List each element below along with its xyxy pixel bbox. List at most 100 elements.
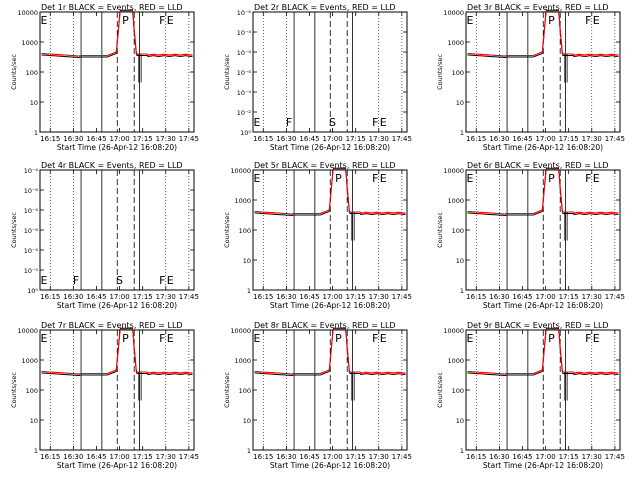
state-marker: F — [159, 14, 165, 27]
x-tick-label: 17:45 — [392, 135, 412, 143]
panel-title: Det 7r BLACK = Events, RED = LLD — [41, 321, 183, 330]
y-tick-label: 1000 — [447, 39, 464, 47]
y-tick-label: 1000 — [234, 197, 251, 205]
y-tick-label: 10000 — [230, 327, 251, 335]
y-tick-label: 10 — [456, 417, 464, 425]
y-tick-label: 1000 — [447, 197, 464, 205]
state-marker: E — [40, 332, 47, 345]
state-marker: F — [159, 332, 165, 345]
x-tick-label: 16:45 — [512, 135, 532, 143]
y-tick-label: 10 — [243, 417, 251, 425]
panel-title: Det 3r BLACK = Events, RED = LLD — [467, 3, 609, 12]
x-tick-label: 17:45 — [605, 453, 625, 461]
state-marker: F — [585, 332, 591, 345]
x-tick-label: 17:45 — [179, 453, 199, 461]
y-tick-label: 10000 — [17, 327, 38, 335]
x-tick-label: 16:30 — [63, 135, 83, 143]
y-tick-label: 10⁰ — [240, 129, 251, 137]
x-tick-label: 16:15 — [40, 135, 60, 143]
state-marker: S — [329, 116, 336, 129]
y-tick-label: 1 — [460, 129, 464, 137]
state-marker: E — [253, 172, 260, 185]
state-marker: E — [253, 116, 260, 129]
state-marker: F — [585, 14, 591, 27]
x-tick-label: 17:15 — [559, 293, 579, 301]
panel-title: Det 6r BLACK = Events, RED = LLD — [467, 161, 609, 170]
x-tick-label: 16:15 — [40, 293, 60, 301]
panel-det-1r: Det 1r BLACK = Events, RED = LLD 16:15 16:… — [10, 3, 199, 152]
x-tick-label: 17:45 — [605, 293, 625, 301]
x-tick-label: 17:30 — [582, 135, 602, 143]
y-tick-label: 1000 — [21, 39, 38, 47]
x-tick-label: 17:45 — [392, 453, 412, 461]
x-tick-label: 17:15 — [346, 293, 366, 301]
x-tick-label: 16:45 — [299, 453, 319, 461]
lld-series-line — [467, 10, 619, 57]
x-tick-label: 17:30 — [582, 293, 602, 301]
lld-series-line — [254, 168, 406, 215]
x-tick-label: 17:00 — [322, 453, 342, 461]
state-marker: F — [372, 172, 378, 185]
lld-series-line — [41, 10, 193, 57]
x-tick-label: 16:45 — [299, 293, 319, 301]
x-tick-label: 16:45 — [512, 453, 532, 461]
panel-title: Det 2r BLACK = Events, RED = LLD — [254, 3, 396, 12]
x-tick-label: 17:15 — [133, 135, 153, 143]
y-axis-label: Counts/sec — [436, 372, 444, 408]
x-tick-label: 16:15 — [466, 293, 486, 301]
panel-title: Det 8r BLACK = Events, RED = LLD — [254, 321, 396, 330]
state-marker: P — [548, 172, 555, 185]
y-tick-label: 10 — [30, 99, 38, 107]
state-marker: S — [116, 274, 123, 287]
y-tick-label: 10⁻⁶ — [237, 9, 252, 17]
x-axis-label: Start Time (26-Apr-12 16:08:20) — [483, 301, 603, 310]
x-tick-label: 16:30 — [489, 453, 509, 461]
x-tick-label: 16:15 — [40, 453, 60, 461]
x-tick-label: 16:15 — [466, 453, 486, 461]
x-tick-label: 17:45 — [392, 293, 412, 301]
y-tick-label: 1 — [460, 447, 464, 455]
y-tick-label: 100 — [452, 227, 464, 235]
y-tick-label: 10 — [456, 99, 464, 107]
x-tick-label: 16:15 — [253, 135, 273, 143]
x-axis-label: Start Time (26-Apr-12 16:08:20) — [57, 301, 177, 310]
state-marker: E — [380, 172, 387, 185]
y-tick-label: 1 — [34, 447, 38, 455]
x-tick-label: 17:00 — [535, 135, 555, 143]
y-axis-label: Counts/sec — [10, 372, 18, 408]
x-tick-label: 17:15 — [346, 453, 366, 461]
x-tick-label: 16:30 — [276, 293, 296, 301]
y-tick-label: 10⁻⁴ — [24, 247, 39, 255]
x-tick-label: 17:45 — [179, 293, 199, 301]
state-marker: F — [585, 172, 591, 185]
x-tick-label: 16:45 — [512, 293, 532, 301]
x-tick-label: 17:45 — [179, 135, 199, 143]
x-tick-label: 17:15 — [559, 453, 579, 461]
state-marker: E — [593, 332, 600, 345]
state-marker: F — [73, 274, 79, 287]
panel-title: Det 5r BLACK = Events, RED = LLD — [254, 161, 396, 170]
y-axis-label: Counts/sec — [10, 54, 18, 90]
y-tick-label: 1 — [247, 287, 251, 295]
y-tick-label: 10000 — [443, 167, 464, 175]
y-tick-label: 10000 — [443, 327, 464, 335]
state-marker: F — [286, 116, 292, 129]
x-tick-label: 17:00 — [535, 293, 555, 301]
x-tick-label: 16:30 — [489, 135, 509, 143]
y-tick-label: 10⁻⁴ — [237, 89, 252, 97]
state-marker: E — [380, 332, 387, 345]
y-tick-label: 10⁻⁴ — [24, 167, 39, 175]
y-axis-label: Counts/sec — [223, 54, 231, 90]
state-marker: E — [466, 14, 473, 27]
x-tick-label: 17:30 — [156, 293, 176, 301]
state-marker: P — [335, 172, 342, 185]
x-tick-label: 17:30 — [156, 453, 176, 461]
x-tick-label: 17:15 — [346, 135, 366, 143]
panel-title: Det 1r BLACK = Events, RED = LLD — [41, 3, 183, 12]
x-axis-label: Start Time (26-Apr-12 16:08:20) — [57, 461, 177, 470]
